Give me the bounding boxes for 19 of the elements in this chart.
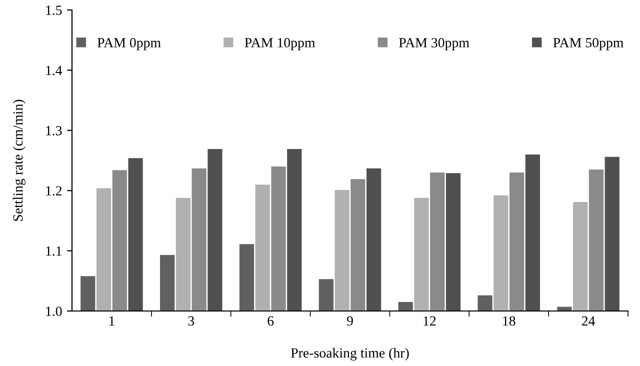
y-tick-label: 1.2 bbox=[46, 186, 62, 196]
y-tick-label: 1.1 bbox=[46, 246, 62, 256]
legend-label: PAM 10ppm bbox=[244, 38, 316, 50]
x-tick-label: 18 bbox=[503, 316, 516, 326]
legend-label: PAM 0ppm bbox=[98, 38, 161, 50]
x-tick-label: 12 bbox=[424, 316, 436, 326]
x-tick-label: 1 bbox=[109, 316, 114, 326]
x-axis-title: Pre-soaking time (hr) bbox=[291, 348, 409, 361]
x-tick-label: 24 bbox=[582, 316, 596, 326]
x-tick-label: 9 bbox=[346, 316, 353, 326]
x-tick-label: 6 bbox=[268, 316, 274, 326]
legend-label: PAM 30ppm bbox=[399, 38, 470, 50]
y-tick-label: 1.4 bbox=[46, 66, 62, 76]
y-tick-label: 1.0 bbox=[46, 306, 62, 316]
y-axis-title: Settling rate (cm/min) bbox=[12, 100, 26, 221]
x-tick-label: 3 bbox=[188, 316, 194, 326]
y-tick-label: 1.3 bbox=[46, 126, 62, 136]
y-tick-label: 1.5 bbox=[46, 6, 62, 16]
legend-label: PAM 50ppm bbox=[553, 38, 624, 50]
